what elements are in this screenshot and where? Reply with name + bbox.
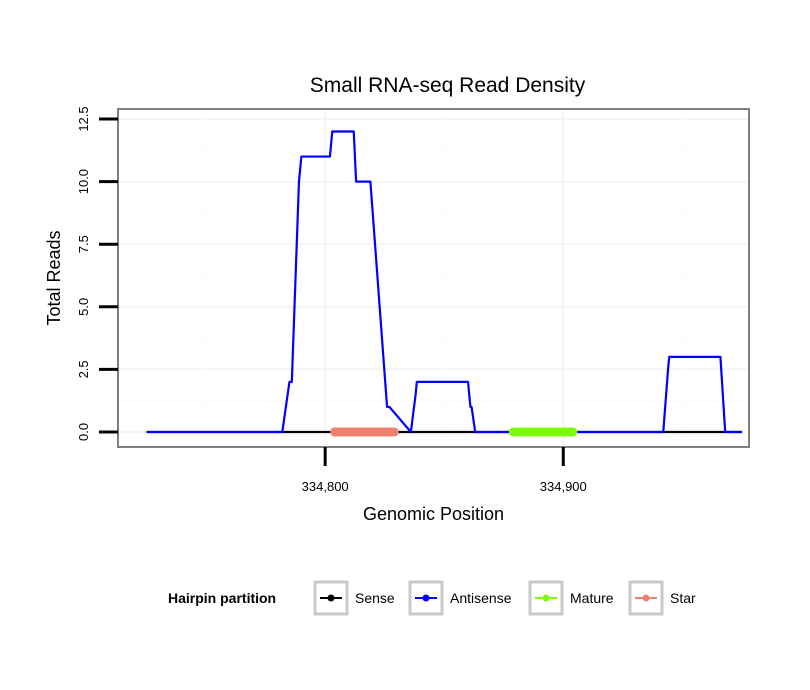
y-tick-label: 0.0: [76, 423, 91, 441]
legend-label: Antisense: [450, 590, 512, 606]
y-tick-label: 2.5: [76, 360, 91, 378]
chart-title: Small RNA-seq Read Density: [310, 74, 586, 97]
legend-label: Star: [670, 590, 696, 606]
legend-item-antisense: Antisense: [408, 580, 512, 616]
legend-key-dot: [327, 594, 335, 602]
y-tick-label: 7.5: [76, 235, 91, 253]
legend-key-box: [528, 580, 564, 616]
y-tick-label: 5.0: [76, 298, 91, 316]
legend-item-sense: Sense: [313, 580, 395, 616]
x-axis-label: Genomic Position: [363, 504, 504, 524]
x-tick-label: 334,800: [302, 479, 349, 494]
y-tick-label: 10.0: [76, 169, 91, 194]
legend-item-star: Star: [628, 580, 696, 616]
legend-label: Sense: [355, 590, 395, 606]
legend-key-dot: [422, 594, 430, 602]
y-tick-label: 12.5: [76, 106, 91, 131]
panel-border: [117, 108, 750, 448]
legend-key-dot: [642, 594, 650, 602]
legend-key-dot: [542, 594, 550, 602]
legend-item-mature: Mature: [528, 580, 614, 616]
series-antisense-line: [146, 130, 742, 434]
y-axis-label: Total Reads: [44, 230, 64, 325]
legend-label: Mature: [570, 590, 614, 606]
x-tick-label: 334,900: [540, 479, 587, 494]
legend-title: Hairpin partition: [168, 590, 276, 606]
plot-panel: [118, 109, 749, 447]
